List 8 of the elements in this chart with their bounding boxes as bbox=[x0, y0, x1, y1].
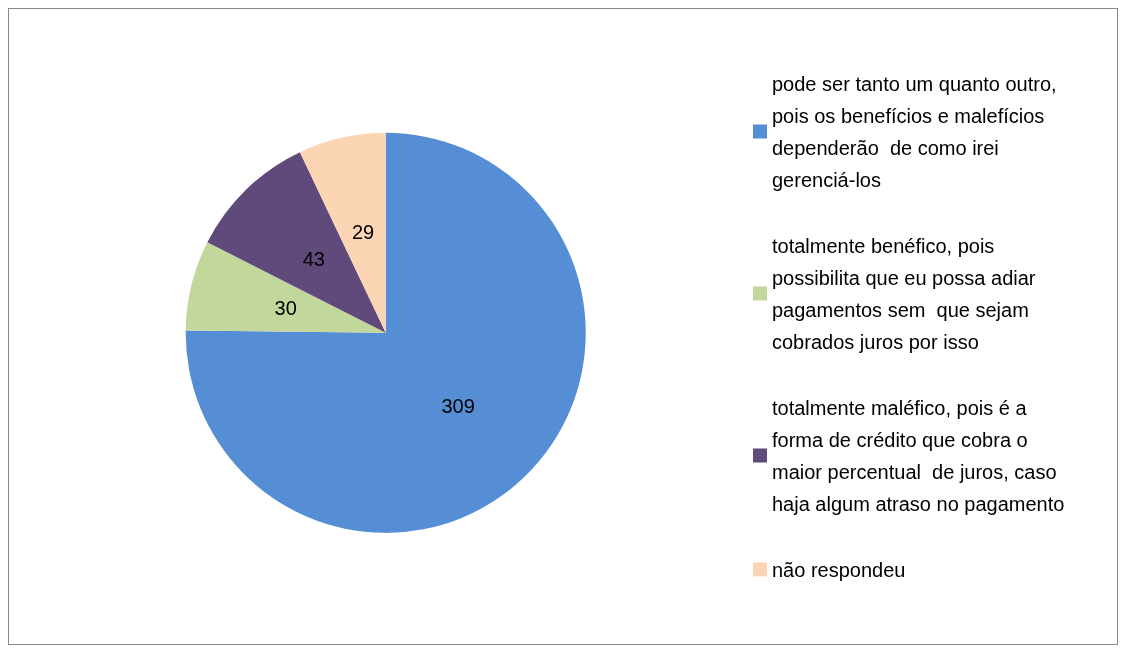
data-label: 30 bbox=[274, 297, 297, 320]
legend-label: totalmente maléfico, pois é a forma de crédito que cobra o maior percentual de juros, caso haja algum atraso no pagamento bbox=[772, 396, 1065, 515]
legend-label: totalmente benéfico, pois possibilita que eu possa adiar pagamentos sem que sejam cobrados juros por isso bbox=[772, 234, 1042, 353]
data-label: 43 bbox=[302, 248, 325, 271]
data-label: 29 bbox=[351, 221, 375, 244]
legend-label: não respondeu bbox=[772, 558, 906, 581]
data-label: 309 bbox=[441, 395, 475, 418]
legend-label: pode ser tanto um quanto outro, pois os benefícios e malefícios dependerão de como irei gerenciá-los bbox=[772, 72, 1063, 191]
